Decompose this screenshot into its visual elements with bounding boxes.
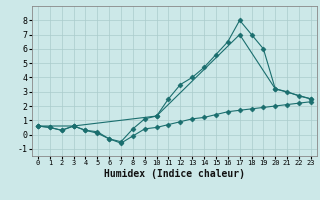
X-axis label: Humidex (Indice chaleur): Humidex (Indice chaleur) bbox=[104, 169, 245, 179]
